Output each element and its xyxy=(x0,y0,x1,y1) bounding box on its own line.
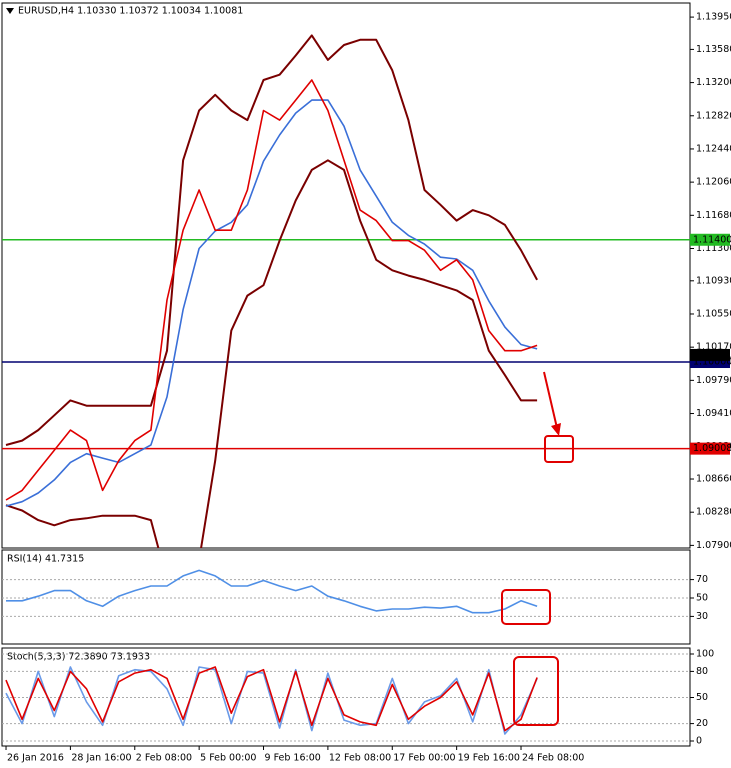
x-tick-label: 17 Feb 00:00 xyxy=(393,753,455,764)
x-tick-label: 2 Feb 08:00 xyxy=(136,753,192,764)
y-tick-label: 1.07900 xyxy=(696,540,731,551)
y-tick-label: 1.12060 xyxy=(696,177,731,188)
y-tick-label: 1.10930 xyxy=(696,275,731,286)
stoch-title: Stoch(5,3,3) 72.3890 73.1933 xyxy=(7,652,150,663)
rsi-title: RSI(14) 41.7315 xyxy=(7,554,84,565)
y-tick-label: 1.08280 xyxy=(696,507,731,518)
price-label-bg xyxy=(690,442,730,455)
plot-area xyxy=(2,653,690,742)
x-tick-label: 28 Jan 16:00 xyxy=(71,753,131,764)
series-line xyxy=(5,79,538,501)
y-tick-label: 20 xyxy=(696,718,708,729)
price-label: 1.10000 xyxy=(693,357,731,368)
last-price-label: 1.10081 xyxy=(693,349,731,360)
x-tick-label: 26 Jan 2016 xyxy=(7,753,64,764)
x-tick-label: 19 Feb 16:00 xyxy=(458,753,520,764)
last-price-bg xyxy=(690,348,730,361)
plot-area xyxy=(2,34,690,548)
y-tick-label: 70 xyxy=(696,574,708,585)
x-tick-label: 5 Feb 00:00 xyxy=(200,753,256,764)
y-tick-label: 1.11300 xyxy=(696,243,731,254)
rsi-box xyxy=(501,589,551,625)
y-tick-label: 1.10550 xyxy=(696,308,731,319)
price-label-bg xyxy=(690,233,730,246)
series-line xyxy=(5,34,538,446)
main-panel xyxy=(1,2,691,549)
x-tick-label: 24 Feb 08:00 xyxy=(522,753,584,764)
y-tick-label: 1.11680 xyxy=(696,210,731,221)
price-label: 1.11400 xyxy=(693,234,731,245)
arrow-line xyxy=(543,371,558,429)
y-tick-label: 0 xyxy=(696,736,702,747)
y-tick-label: 1.09790 xyxy=(696,375,731,386)
series-line xyxy=(5,99,538,507)
y-tick-label: 1.09410 xyxy=(696,408,731,419)
y-tick-label: 30 xyxy=(696,611,708,622)
y-tick-label: 50 xyxy=(696,593,708,604)
series-line xyxy=(6,569,538,614)
y-tick-label: 1.12440 xyxy=(696,143,731,154)
annotations xyxy=(501,371,574,726)
y-tick-label: 1.08660 xyxy=(696,474,731,485)
price-label: 1.09008 xyxy=(693,443,731,454)
y-tick-label: 50 xyxy=(696,692,708,703)
plot-area xyxy=(2,569,690,617)
y-tick-label: 1.12820 xyxy=(696,110,731,121)
x-tick-label: 9 Feb 16:00 xyxy=(265,753,321,764)
rsi-panel xyxy=(1,549,691,645)
stoch-box xyxy=(513,656,559,726)
y-tick-label: 80 xyxy=(696,666,708,677)
menu-icon xyxy=(6,8,14,14)
arrow-head xyxy=(551,423,561,436)
y-tick-label: 1.10170 xyxy=(696,342,731,353)
series-line xyxy=(5,159,538,548)
target-box xyxy=(544,435,574,463)
chart-title: EURUSD,H4 1.10330 1.10372 1.10034 1.1008… xyxy=(18,6,243,17)
y-tick-label: 100 xyxy=(696,649,714,660)
y-tick-label: 1.13950 xyxy=(696,12,731,23)
series-line xyxy=(5,666,538,735)
y-tick-label: 1.13580 xyxy=(696,44,731,55)
series-line xyxy=(5,666,538,732)
x-tick-label: 12 Feb 08:00 xyxy=(329,753,391,764)
y-tick-label: 1.13200 xyxy=(696,77,731,88)
